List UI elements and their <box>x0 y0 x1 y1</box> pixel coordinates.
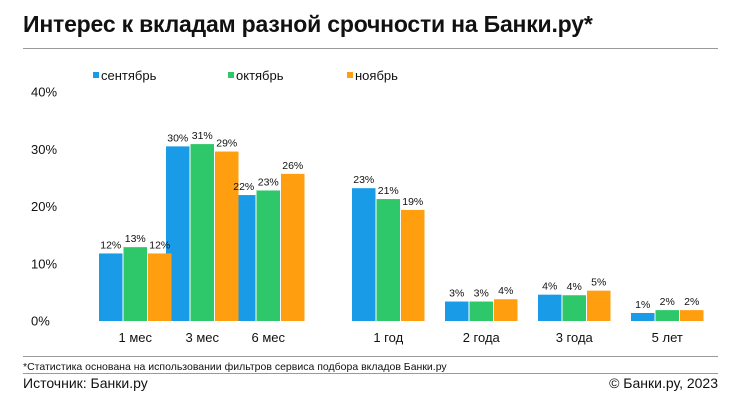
chart-title: Интерес к вкладам разной срочности на Ба… <box>23 11 593 37</box>
bar-chart: 0% 10% 20% 30% 40% сентябрь октябрь ноябрь 12%… <box>31 68 704 345</box>
x-tick-label: 3 года <box>556 330 594 345</box>
bar <box>445 301 469 321</box>
bar-value-label: 12% <box>100 239 121 251</box>
legend-swatch <box>228 72 234 78</box>
bar <box>562 295 586 321</box>
bar <box>215 151 239 321</box>
bar <box>680 310 704 321</box>
legend-swatch <box>347 72 353 78</box>
bar <box>123 247 147 321</box>
x-tick-label: 3 мес <box>185 330 219 345</box>
bar-value-label: 4% <box>567 281 582 293</box>
x-tick-label: 1 мес <box>118 330 152 345</box>
bar <box>99 253 123 321</box>
legend: сентябрь октябрь ноябрь <box>93 68 398 83</box>
bar-value-label: 3% <box>474 288 489 300</box>
y-tick-label: 30% <box>31 142 57 157</box>
y-tick-label: 20% <box>31 199 57 214</box>
bar <box>494 299 518 321</box>
bar-value-label: 26% <box>282 160 303 172</box>
footer-divider-bottom <box>23 373 718 374</box>
footnote: *Статистика основана на использовании фи… <box>23 361 447 373</box>
source-text: Источник: Банки.ру <box>23 375 148 391</box>
bar-value-label: 23% <box>353 174 374 186</box>
bar-value-label: 12% <box>149 239 170 251</box>
bar-value-label: 1% <box>635 299 650 311</box>
bar <box>148 253 172 321</box>
bar <box>401 209 425 321</box>
title-divider <box>23 48 718 49</box>
bar-value-label: 19% <box>402 196 423 208</box>
legend-swatch <box>93 72 99 78</box>
bar <box>281 173 305 321</box>
bar <box>469 301 493 321</box>
bar <box>587 290 611 321</box>
bar <box>352 188 376 321</box>
legend-label: ноябрь <box>355 68 398 83</box>
footer-divider-top <box>23 356 718 357</box>
bars <box>99 144 704 321</box>
x-tick-label: 2 года <box>463 330 501 345</box>
x-axis: 1 мес 3 мес 6 мес 1 год 2 года 3 года 5 лет <box>118 330 682 345</box>
bar <box>190 144 214 321</box>
bar-value-label: 2% <box>684 296 699 308</box>
bar-value-label: 4% <box>498 285 513 297</box>
bar-value-label: 4% <box>542 281 557 293</box>
x-tick-label: 5 лет <box>652 330 683 345</box>
x-tick-label: 6 мес <box>251 330 285 345</box>
bar <box>538 294 562 321</box>
bar <box>376 199 400 321</box>
bar <box>631 312 655 321</box>
value-labels: 12% 30% 22% 23% 3% 4% 1% 13% 31% 23% 21% 3% 4% 2% 12% 2… <box>100 130 699 311</box>
copyright-text: © Банки.ру, 2023 <box>609 375 718 391</box>
y-tick-label: 10% <box>31 256 57 271</box>
y-tick-label: 40% <box>31 85 57 100</box>
bar <box>256 190 280 321</box>
bar-value-label: 5% <box>591 277 606 289</box>
bar-value-label: 31% <box>192 130 213 142</box>
legend-label: октябрь <box>236 68 284 83</box>
x-tick-label: 1 год <box>373 330 403 345</box>
bar-value-label: 3% <box>449 288 464 300</box>
legend-label: сентябрь <box>101 68 157 83</box>
bar-value-label: 22% <box>233 181 254 193</box>
bar-value-label: 2% <box>660 296 675 308</box>
y-axis: 0% 10% 20% 30% 40% <box>31 85 57 329</box>
bar <box>655 310 679 321</box>
y-tick-label: 0% <box>31 314 50 329</box>
bar-value-label: 21% <box>378 185 399 197</box>
bar-value-label: 23% <box>258 176 279 188</box>
bar-value-label: 29% <box>216 138 237 150</box>
bar <box>166 146 190 321</box>
bar-value-label: 13% <box>125 233 146 245</box>
bar-value-label: 30% <box>167 132 188 144</box>
